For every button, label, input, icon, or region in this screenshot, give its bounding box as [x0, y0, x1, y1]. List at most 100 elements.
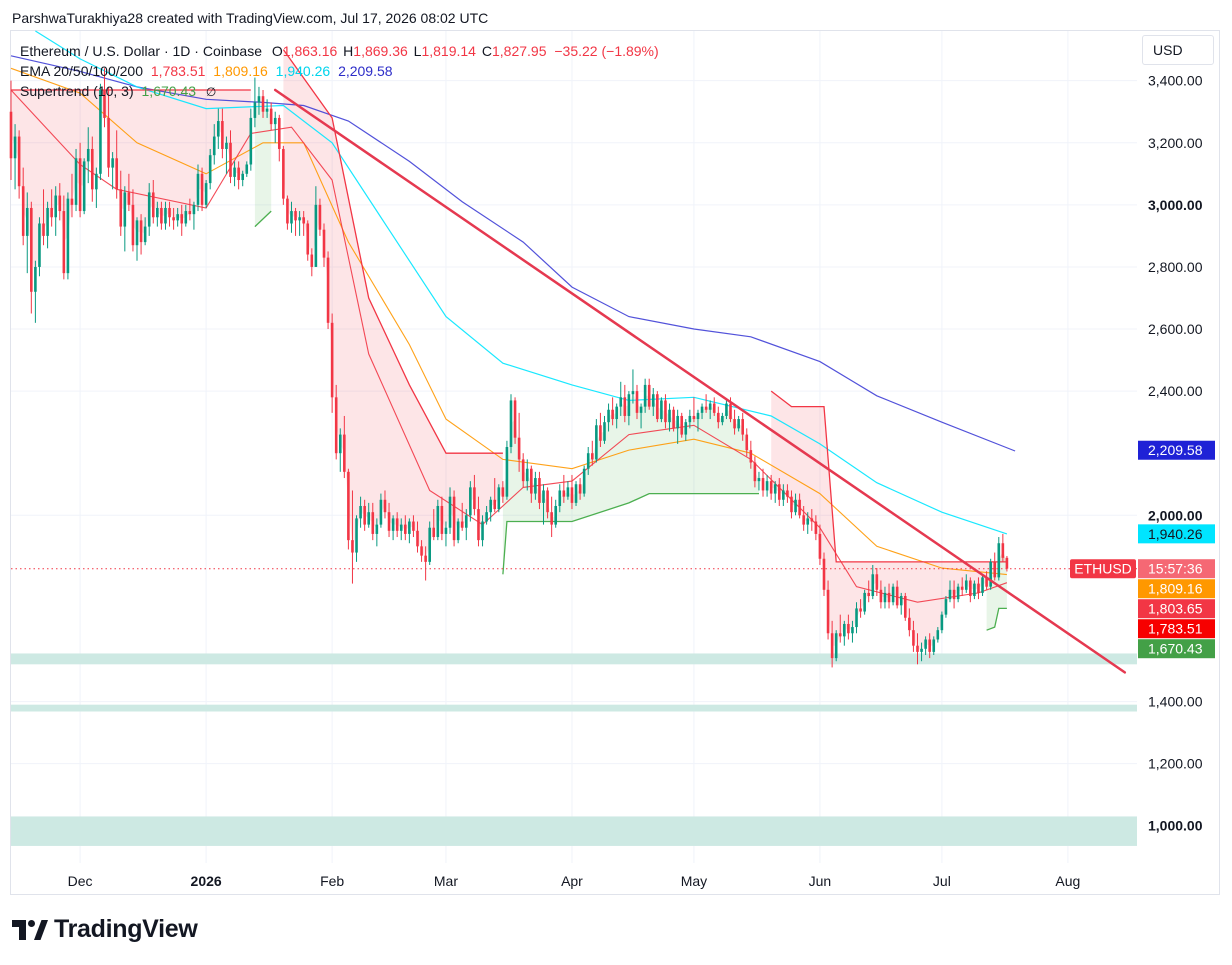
candle-body — [851, 627, 854, 634]
legend-supertrend-row[interactable]: Supertrend (10, 3) 1,670.43 ∅ — [20, 81, 659, 102]
candle-body — [383, 499, 387, 513]
candle-body — [871, 574, 875, 597]
candle-body — [895, 586, 899, 606]
candle-body — [192, 204, 196, 215]
candle-body — [651, 394, 655, 407]
candle — [200, 167, 204, 212]
candle — [782, 484, 785, 506]
candle — [261, 89, 265, 118]
candle — [78, 142, 82, 218]
candle-body — [668, 409, 671, 423]
candle-body — [229, 142, 232, 177]
candle-body — [282, 148, 285, 199]
candle-body — [440, 505, 444, 534]
candle-body — [95, 173, 98, 190]
currency-selector[interactable]: USD — [1142, 35, 1214, 65]
candle-body — [221, 121, 224, 149]
candle-body — [566, 487, 570, 497]
candle-body — [347, 471, 350, 541]
candle — [607, 403, 610, 432]
candle — [180, 204, 184, 236]
candle-body — [798, 499, 801, 516]
candle — [420, 540, 423, 562]
candle-body — [404, 524, 407, 534]
symbol-title[interactable]: Ethereum / U.S. Dollar · 1D · Coinbase — [20, 43, 262, 59]
price-badge-bg — [1138, 599, 1215, 619]
candle-body — [326, 257, 330, 323]
candle-body — [688, 415, 692, 423]
candle — [160, 201, 163, 230]
candle-body — [489, 499, 492, 513]
candle-body — [196, 173, 200, 205]
candle — [928, 633, 931, 659]
price-badge-bg — [1138, 579, 1215, 599]
candle — [733, 409, 736, 435]
candle-body — [875, 574, 879, 590]
candle — [704, 394, 708, 413]
candle — [294, 207, 297, 236]
tradingview-logo-text: TradingView — [54, 915, 198, 943]
candle-body — [111, 158, 114, 168]
price-badge: 2,209.58 — [1138, 440, 1215, 460]
candle-body — [924, 639, 927, 649]
candle-body — [916, 645, 919, 652]
candle — [298, 211, 301, 236]
candle-body — [782, 490, 785, 500]
candle-body — [359, 505, 362, 519]
candle — [432, 509, 436, 541]
supertrend-up-fill — [502, 392, 759, 575]
candle-body — [1005, 557, 1009, 569]
candle — [660, 397, 663, 423]
candle — [916, 633, 919, 665]
candle — [749, 440, 753, 469]
legend-ema-row[interactable]: EMA 20/50/100/200 1,783.51 1,809.16 1,94… — [20, 61, 659, 81]
y-tick-label: 3,400.00 — [1148, 73, 1203, 89]
price-badge-label: 2,209.58 — [1148, 442, 1203, 458]
candle — [973, 580, 976, 600]
candle — [135, 217, 139, 261]
candle — [578, 478, 582, 500]
candle — [883, 586, 887, 609]
candle — [834, 630, 838, 662]
candle-body — [615, 406, 618, 420]
candle — [562, 474, 566, 503]
open-label: O — [271, 43, 283, 59]
candle-body — [184, 211, 188, 224]
candle-body — [241, 173, 245, 181]
candle-body — [794, 499, 797, 513]
candle-body — [574, 484, 578, 503]
y-tick-label: 3,000.00 — [1148, 197, 1203, 213]
candle-body — [542, 490, 545, 503]
hidden-icon[interactable]: ∅ — [205, 85, 217, 99]
candle-body — [879, 589, 883, 603]
candle-body — [54, 195, 58, 218]
candle-body — [964, 580, 968, 590]
candle-body — [261, 96, 265, 112]
candle-body — [363, 505, 366, 525]
candle-body — [13, 136, 17, 159]
candle — [847, 614, 850, 640]
candle-body — [99, 89, 102, 174]
candle — [204, 180, 208, 208]
candle — [17, 130, 21, 199]
candle-body — [469, 487, 472, 516]
candle-body — [86, 148, 90, 162]
candle — [318, 198, 322, 236]
candle-body — [497, 487, 501, 510]
candle-body — [42, 223, 45, 236]
candle-body — [135, 220, 139, 246]
candle-body — [899, 596, 903, 606]
candle — [25, 192, 29, 274]
candle-body — [21, 186, 25, 236]
candle-body — [997, 543, 1001, 578]
tradingview-logo[interactable]: TradingView — [12, 915, 198, 944]
candle — [798, 493, 801, 519]
candle — [643, 378, 647, 413]
candle-body — [558, 490, 562, 506]
candle-body — [444, 527, 448, 534]
candle — [9, 80, 13, 181]
price-badge-label: 1,783.51 — [1148, 621, 1203, 637]
candle — [168, 201, 171, 227]
candle — [485, 505, 488, 525]
